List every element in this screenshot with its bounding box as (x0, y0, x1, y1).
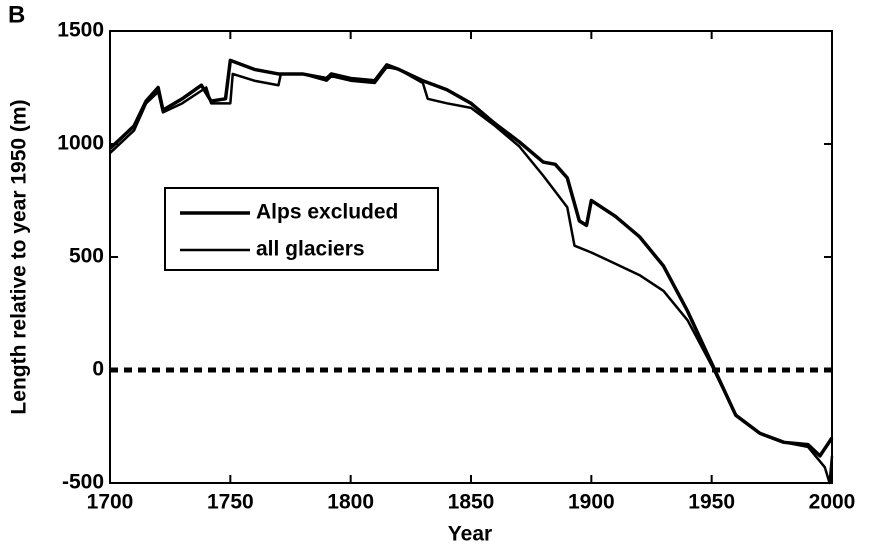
y-tick-label: 500 (69, 245, 104, 268)
x-axis-label: Year (448, 523, 492, 546)
legend-label: Alps excluded (256, 201, 398, 224)
x-tick-label: 1750 (207, 491, 254, 514)
x-tick-label: 1700 (87, 491, 134, 514)
x-tick-label: 1850 (448, 491, 495, 514)
y-tick-label: -500 (62, 471, 104, 494)
y-tick-label: 0 (92, 358, 104, 381)
x-tick-label: 1800 (327, 491, 374, 514)
y-tick-label: 1000 (57, 132, 104, 155)
x-tick-label: 2000 (809, 491, 856, 514)
data-line (108, 58, 834, 458)
x-tick-label: 1950 (688, 491, 735, 514)
legend-label: all glaciers (256, 238, 365, 261)
y-axis-label: Length relative to year 1950 (m) (8, 99, 31, 414)
legend-box (164, 187, 439, 271)
x-tick-label: 1900 (568, 491, 615, 514)
panel-label: B (8, 1, 25, 28)
y-tick-label: 1500 (57, 19, 104, 42)
data-line (109, 65, 834, 485)
